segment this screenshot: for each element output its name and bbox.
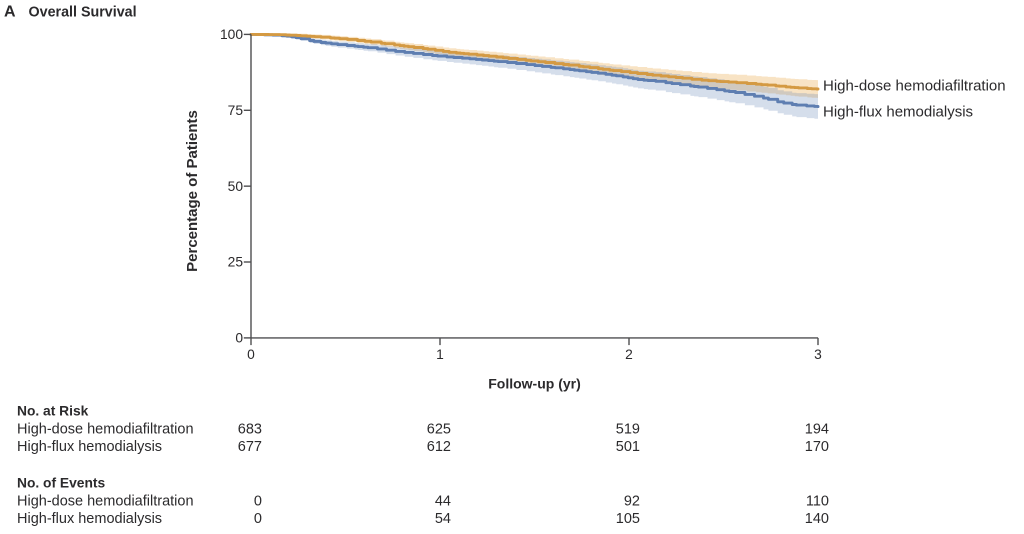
svg-text:High-dose hemodiafiltration: High-dose hemodiafiltration — [17, 422, 194, 438]
svg-text:1: 1 — [436, 347, 444, 362]
svg-text:High-flux hemodialysis: High-flux hemodialysis — [17, 439, 162, 455]
svg-text:No. of Events: No. of Events — [17, 476, 105, 491]
svg-text:100: 100 — [220, 27, 243, 42]
svg-text:140: 140 — [805, 511, 829, 527]
svg-text:0: 0 — [254, 494, 262, 510]
svg-text:501: 501 — [616, 439, 640, 455]
svg-text:625: 625 — [427, 422, 451, 438]
svg-text:54: 54 — [435, 511, 451, 527]
svg-text:194: 194 — [805, 422, 829, 438]
svg-text:683: 683 — [238, 422, 262, 438]
svg-text:No. at Risk: No. at Risk — [17, 404, 89, 419]
svg-text:75: 75 — [228, 103, 244, 118]
svg-text:0: 0 — [235, 331, 243, 346]
svg-text:612: 612 — [427, 439, 451, 455]
svg-text:High-flux hemodialysis: High-flux hemodialysis — [823, 104, 973, 121]
svg-text:677: 677 — [238, 439, 262, 455]
svg-text:519: 519 — [616, 422, 640, 438]
svg-text:Overall Survival: Overall Survival — [29, 5, 137, 21]
svg-text:3: 3 — [814, 347, 822, 362]
svg-text:High-dose hemodiafiltration: High-dose hemodiafiltration — [823, 78, 1006, 95]
svg-text:50: 50 — [228, 179, 244, 194]
svg-text:Follow-up (yr): Follow-up (yr) — [488, 376, 581, 392]
svg-text:A: A — [4, 4, 16, 21]
svg-text:105: 105 — [616, 511, 640, 527]
svg-text:High-flux hemodialysis: High-flux hemodialysis — [17, 511, 162, 527]
svg-text:44: 44 — [435, 494, 451, 510]
svg-text:25: 25 — [228, 255, 244, 270]
svg-text:0: 0 — [254, 511, 262, 527]
svg-text:0: 0 — [247, 347, 255, 362]
svg-text:2: 2 — [625, 347, 633, 362]
svg-text:170: 170 — [805, 439, 829, 455]
svg-text:High-dose hemodiafiltration: High-dose hemodiafiltration — [17, 494, 194, 510]
svg-text:110: 110 — [806, 494, 829, 510]
svg-text:92: 92 — [624, 494, 640, 510]
svg-text:Percentage of Patients: Percentage of Patients — [184, 110, 201, 272]
